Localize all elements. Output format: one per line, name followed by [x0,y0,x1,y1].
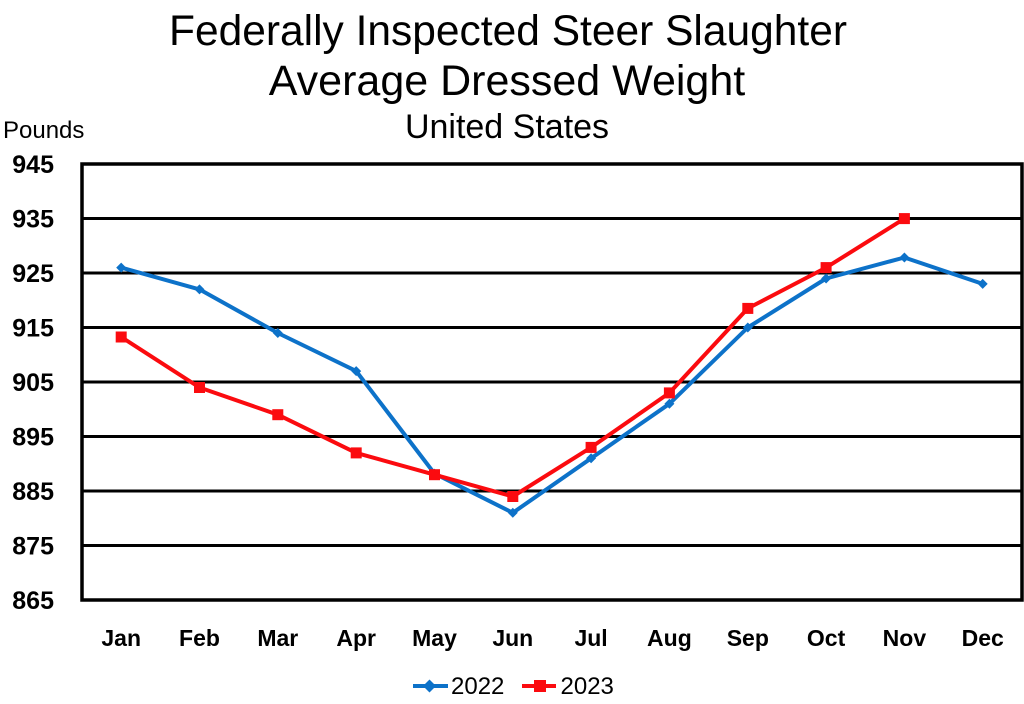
svg-text:Sep: Sep [727,625,769,651]
svg-text:915: 915 [12,315,54,343]
svg-text:Aug: Aug [647,625,692,651]
svg-text:Nov: Nov [883,625,927,651]
svg-text:885: 885 [12,478,54,506]
svg-text:Oct: Oct [807,625,846,651]
svg-text:2022: 2022 [451,673,504,700]
svg-text:Apr: Apr [336,625,376,651]
svg-text:905: 905 [12,369,54,397]
svg-text:May: May [412,625,457,651]
svg-text:945: 945 [12,151,54,179]
svg-text:935: 935 [12,206,54,234]
svg-text:Mar: Mar [257,625,298,651]
svg-text:Dec: Dec [962,625,1004,651]
svg-text:Average Dressed Weight: Average Dressed Weight [269,57,745,105]
svg-text:925: 925 [12,260,54,288]
svg-text:865: 865 [12,587,54,615]
svg-text:Jul: Jul [574,625,607,651]
svg-text:875: 875 [12,533,54,561]
svg-text:United States: United States [405,108,609,146]
svg-text:Feb: Feb [179,625,220,651]
svg-text:Jan: Jan [101,625,141,651]
svg-text:Jun: Jun [492,625,533,651]
svg-text:Federally Inspected Steer Slau: Federally Inspected Steer Slaughter [169,8,847,55]
svg-text:Pounds: Pounds [3,117,84,144]
svg-text:895: 895 [12,424,54,452]
svg-text:2023: 2023 [561,673,614,700]
